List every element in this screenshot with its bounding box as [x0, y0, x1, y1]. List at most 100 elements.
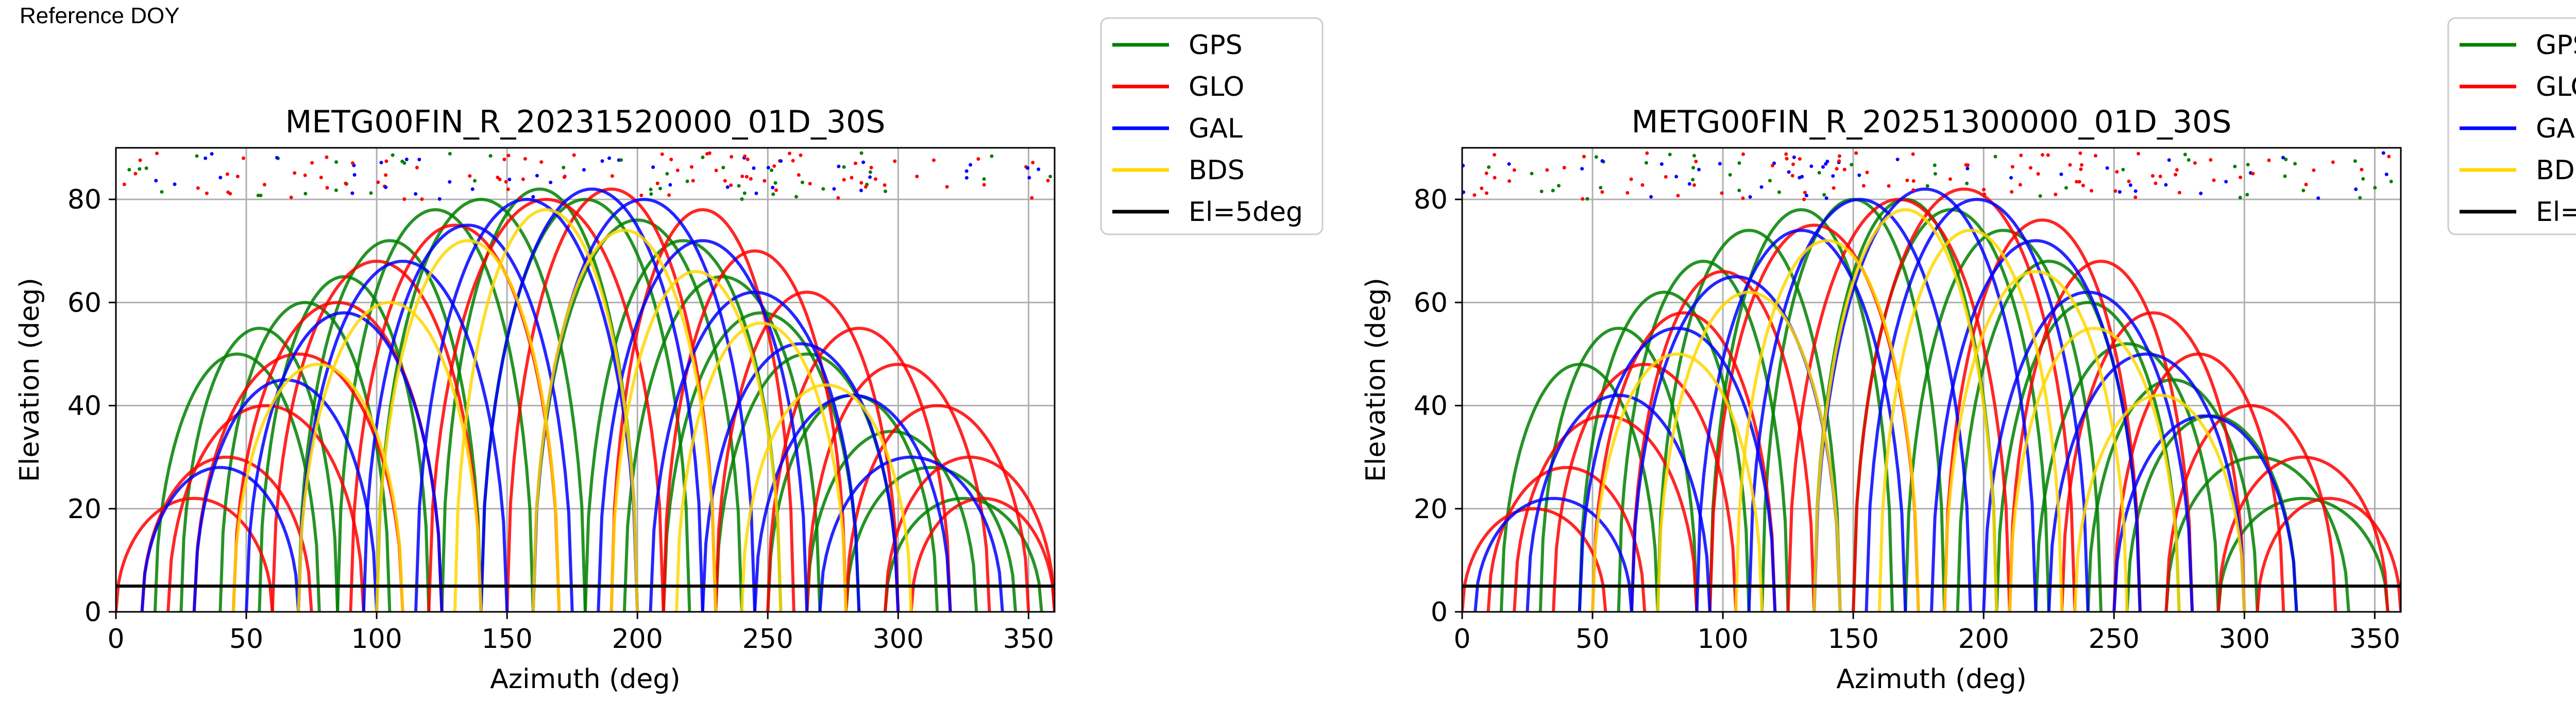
track-point	[325, 155, 329, 159]
track-point	[1697, 167, 1701, 172]
track-point	[196, 186, 200, 190]
track-point	[990, 154, 994, 158]
track-point	[1933, 172, 1937, 176]
track-point	[754, 191, 758, 195]
legend-label: GAL	[2536, 113, 2576, 144]
track-point	[1791, 162, 1795, 166]
glo-pass	[844, 404, 1030, 612]
track-point	[1857, 173, 1861, 177]
track-point	[1982, 187, 1986, 192]
y-tick-label: 20	[1414, 494, 1448, 525]
legend-label: GAL	[1189, 113, 1243, 144]
track-point	[242, 156, 246, 160]
track-point	[127, 167, 131, 172]
gal-pass	[1747, 198, 1972, 612]
track-point	[2167, 158, 2171, 162]
track-point	[1676, 194, 1680, 198]
x-tick-label: 250	[2089, 624, 2140, 655]
track-point	[1741, 152, 1745, 156]
glo-pass	[2008, 260, 2194, 612]
track-point	[138, 158, 142, 162]
track-point	[1551, 188, 1555, 193]
track-point	[721, 165, 725, 169]
track-point	[2158, 174, 2162, 178]
track-point	[563, 175, 567, 179]
track-point	[1594, 155, 1598, 159]
track-point	[256, 193, 260, 197]
track-point	[619, 158, 623, 162]
track-point	[1787, 170, 1791, 174]
bds-pass	[1656, 290, 1842, 612]
track-point	[1925, 184, 1929, 188]
track-point	[275, 156, 279, 160]
track-point	[842, 178, 846, 182]
x-tick-label: 0	[107, 624, 124, 655]
gps-pass	[1656, 229, 1842, 612]
track-point	[773, 181, 777, 185]
track-point	[1557, 184, 1561, 188]
track-point	[2040, 153, 2044, 157]
gps-pass	[336, 208, 535, 612]
track-point	[2381, 151, 2385, 155]
gps-pass	[375, 198, 587, 612]
track-point	[369, 191, 373, 195]
track-point	[794, 195, 799, 199]
track-point	[155, 151, 159, 156]
track-point	[1948, 177, 1952, 181]
track-point	[2133, 195, 2138, 199]
legend: GPS GLO GAL BDS El=5deg	[2447, 17, 2576, 235]
track-point	[1625, 191, 1630, 195]
track-point	[779, 159, 783, 163]
track-point	[2018, 183, 2022, 187]
track-point	[448, 152, 452, 156]
track-point	[1691, 178, 1695, 182]
track-point	[868, 175, 872, 179]
track-point	[771, 185, 775, 190]
track-point	[1822, 193, 1826, 197]
track-point	[1493, 153, 1497, 157]
track-point	[1933, 163, 1937, 167]
gal-pass	[1526, 393, 1711, 612]
track-point	[1581, 197, 1585, 201]
gal-pass	[2112, 414, 2298, 612]
gps-pass	[153, 352, 321, 612]
track-point	[1965, 181, 1969, 185]
track-point	[384, 159, 388, 163]
gal-pass	[649, 290, 861, 612]
gps-pass	[531, 218, 743, 612]
track-point	[173, 182, 177, 186]
gps-pass	[1904, 229, 2103, 612]
gal-pass	[1812, 187, 2038, 612]
track-point	[607, 156, 612, 160]
x-axis-label: Azimuth (deg)	[1836, 664, 2026, 695]
track-point	[884, 190, 888, 194]
gps-pass	[2164, 455, 2350, 612]
legend-label: BDS	[2536, 155, 2576, 186]
track-point	[1720, 191, 1724, 195]
track-point	[2212, 178, 2216, 182]
gal-pass	[362, 224, 574, 612]
track-point	[1600, 190, 1604, 194]
bds-pass	[231, 363, 404, 612]
track-point	[1804, 194, 1808, 198]
x-tick-label: 350	[2349, 624, 2400, 655]
track-point	[861, 160, 866, 164]
track-point	[2175, 168, 2179, 172]
track-point	[1966, 163, 1970, 167]
gal-pass	[140, 466, 300, 612]
track-point	[837, 164, 841, 168]
track-point	[1865, 170, 1869, 175]
track-point	[1599, 185, 1603, 190]
track-point	[1687, 182, 1691, 186]
track-point	[1887, 184, 1891, 188]
track-point	[2038, 194, 2042, 198]
track-point	[437, 197, 442, 201]
glo-pass	[2112, 352, 2285, 612]
track-point	[2121, 167, 2125, 172]
track-point	[2361, 177, 2365, 181]
track-point	[1809, 164, 1814, 168]
track-point	[562, 165, 566, 169]
track-point	[932, 158, 936, 162]
track-point	[883, 183, 887, 187]
track-point	[303, 192, 308, 196]
